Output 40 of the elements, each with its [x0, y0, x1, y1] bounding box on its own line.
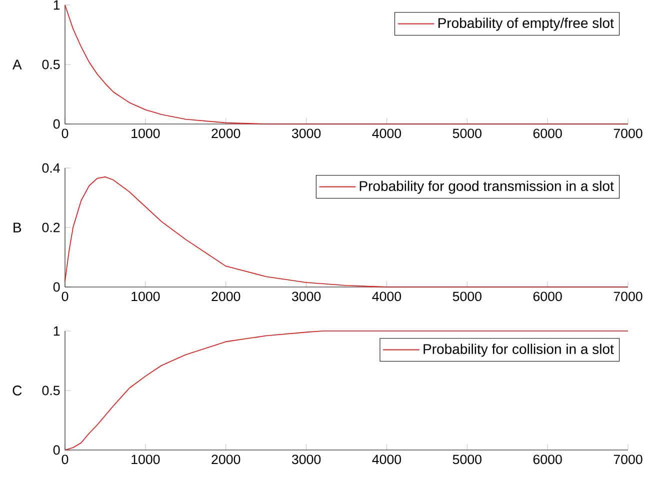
x-tick-label: 3000	[292, 292, 321, 302]
x-tick-label: 5000	[452, 128, 482, 138]
y-tick-label: 0	[53, 282, 60, 292]
x-tick-label: 0	[62, 454, 68, 464]
y-tick-label: 0	[53, 445, 60, 455]
x-tick-label: 4000	[372, 292, 402, 302]
y-tick-label: 1	[54, 0, 60, 10]
y-tick-label: 0.4	[42, 163, 60, 173]
x-tick-label: 3000	[292, 128, 321, 138]
x-tick-label: 0	[62, 128, 68, 138]
legend-label: Probability for good transmission in a slot	[360, 180, 614, 194]
y-tick-label: 0.5	[42, 386, 60, 396]
y-tick-label: 0	[53, 119, 60, 129]
x-tick-label: 7000	[614, 292, 642, 302]
x-tick-label: 1000	[132, 292, 160, 302]
x-tick-label: 4000	[372, 128, 402, 138]
legend-label: Probability for collision in a slot	[424, 344, 614, 357]
x-tick-label: 7000	[614, 454, 642, 464]
y-axis-title: B	[14, 222, 22, 232]
x-tick-label: 5000	[452, 292, 482, 302]
x-tick-label: 1000	[132, 128, 160, 138]
x-tick-label: 6000	[533, 128, 562, 138]
x-tick-label: 4000	[372, 454, 402, 464]
x-tick-label: 6000	[533, 454, 562, 464]
x-tick-label: 0	[62, 292, 68, 302]
x-tick-label: 6000	[533, 292, 562, 302]
x-tick-label: 3000	[292, 454, 321, 464]
x-tick-label: 2000	[212, 292, 240, 302]
y-tick-label: 1	[54, 326, 60, 336]
x-tick-label: 7000	[614, 128, 642, 138]
legend-label: Probability of empty/free slot	[438, 18, 614, 31]
y-tick-label: 0.2	[42, 222, 60, 232]
x-tick-label: 2000	[212, 454, 240, 464]
x-tick-label: 2000	[212, 128, 240, 138]
y-axis-title: C	[12, 386, 22, 396]
y-axis-title: A	[12, 60, 22, 70]
line-series	[64, 330, 628, 450]
x-tick-label: 5000	[452, 454, 482, 464]
x-tick-label: 1000	[132, 454, 160, 464]
y-tick-label: 0.5	[42, 60, 60, 70]
